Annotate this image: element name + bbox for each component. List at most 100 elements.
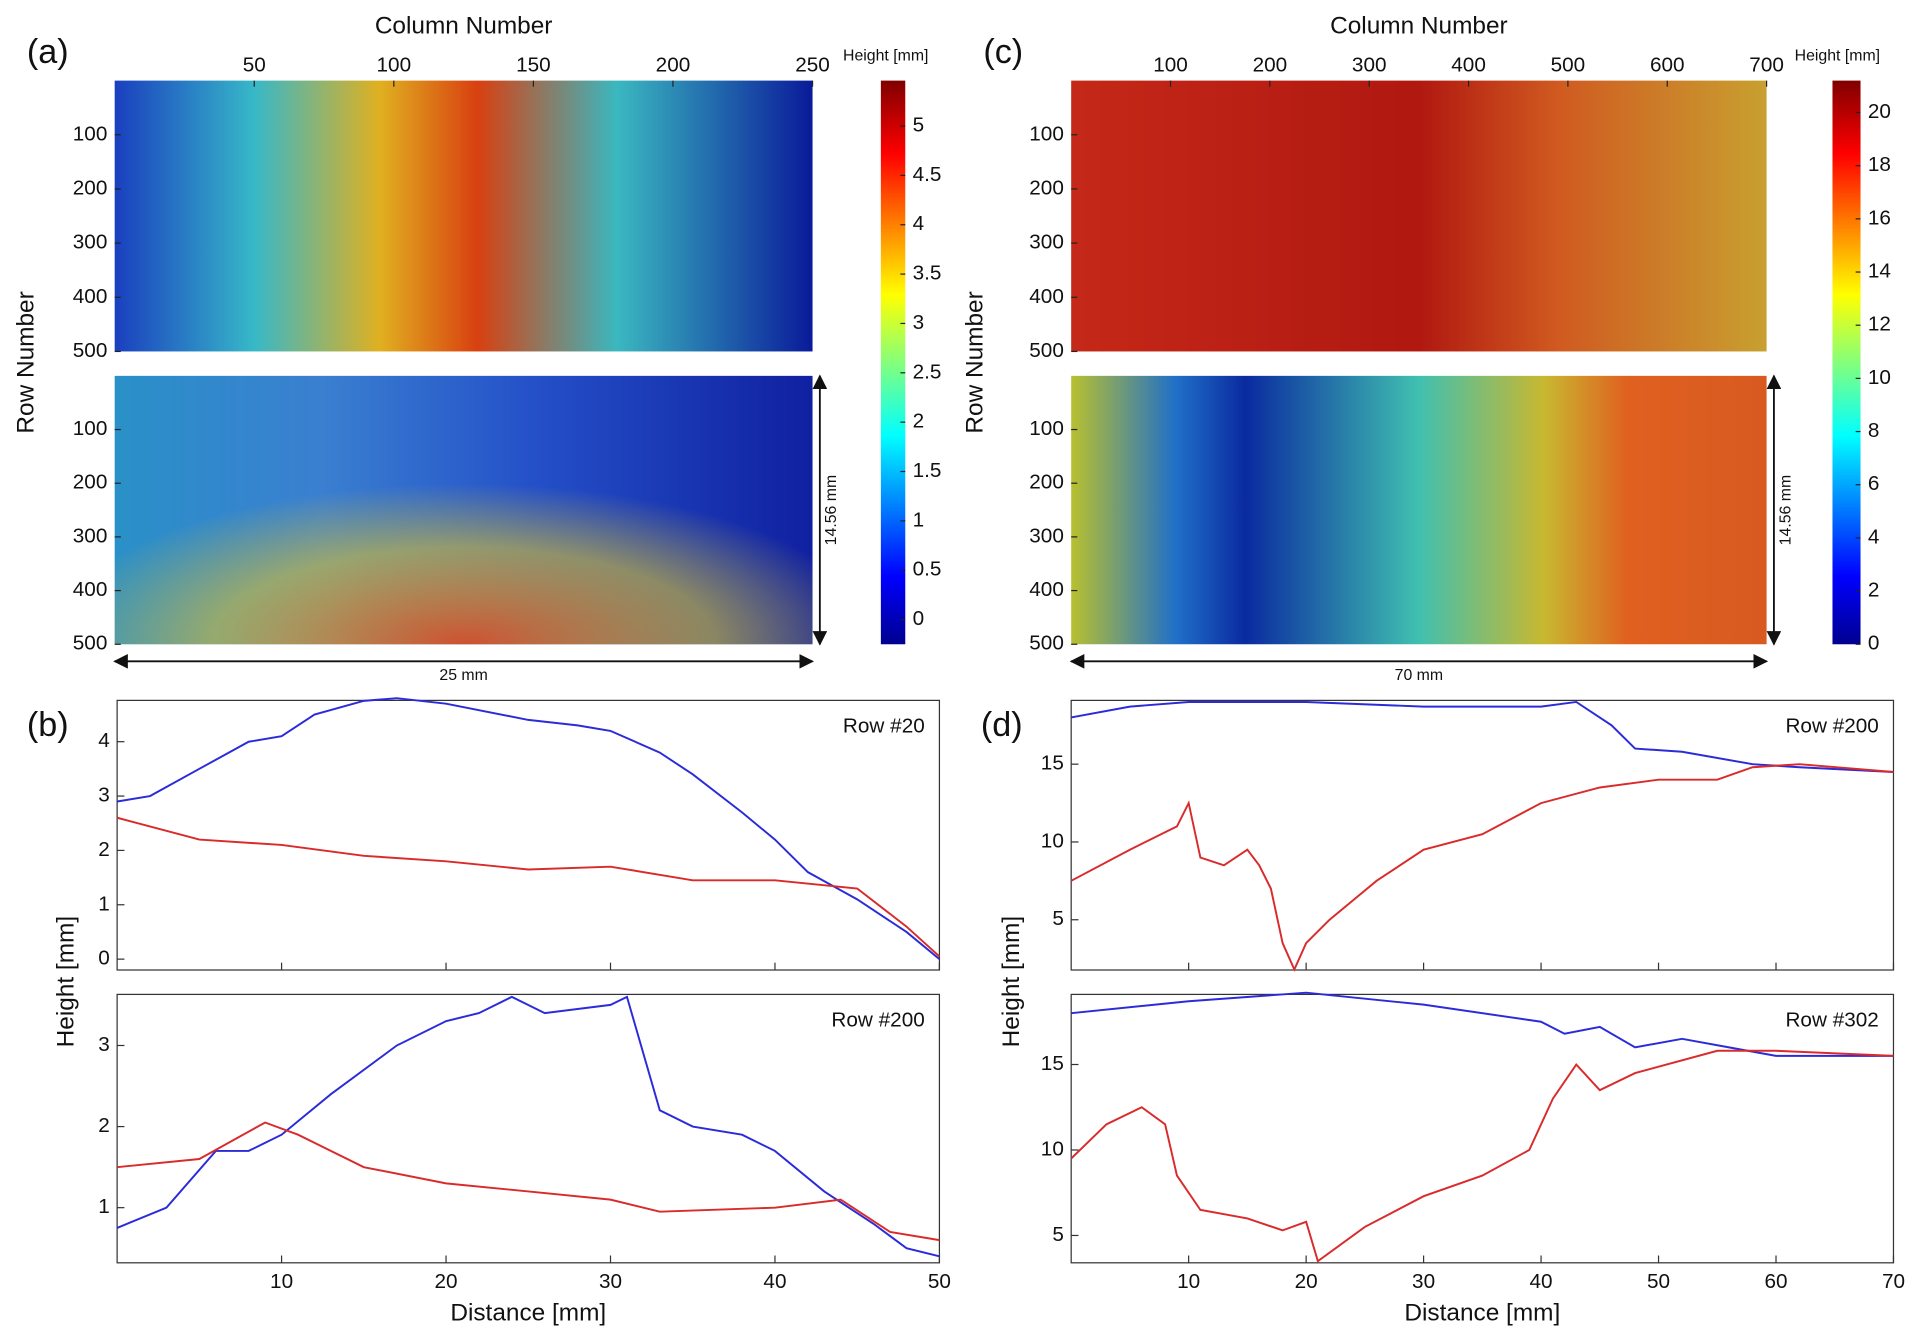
x-tick-label: 50 [928,1270,951,1293]
y-tick-label: 300 [73,524,108,547]
colorbar-tick-label: 2.5 [913,360,942,383]
colorbar-tick-label: 2 [913,410,925,433]
row-annotation: Row #200 [1785,715,1878,738]
x-tick-label: 100 [1153,53,1188,76]
y-tick-label: 200 [73,471,108,494]
y-tick-label: 0 [98,947,110,970]
y-tick-label: 400 [1029,285,1064,308]
x-tick-label: 70 [1882,1270,1905,1293]
y-tick-label: 500 [1029,632,1064,655]
y-tick-label: 300 [1029,524,1064,547]
x-tick-label: 200 [1253,53,1288,76]
x-tick-label: 400 [1451,53,1486,76]
colorbar-tick-label: 1.5 [913,459,942,482]
panel-label: (c) [983,33,1023,71]
x-axis-label: Column Number [375,12,553,39]
x-tick-label: 40 [763,1270,786,1293]
plot-frame [116,993,941,1264]
y-tick-label: 3 [98,784,110,807]
colorbar-tick-label: 0 [1868,632,1880,655]
row-annotation: Row #302 [1785,1009,1878,1032]
colorbar-tick-label: 4.5 [913,163,942,186]
y-tick-label: 100 [73,417,108,440]
colorbar-label: Height [mm] [843,47,928,64]
y-tick-label: 10 [1041,829,1064,852]
colorbar-tick-label: 3.5 [913,262,942,285]
x-tick-label: 300 [1352,53,1387,76]
colorbar [880,80,906,645]
y-axis-label: Height [mm] [53,916,80,1047]
x-tick-label: 150 [516,53,551,76]
y-tick-label: 400 [73,578,108,601]
y-tick-label: 15 [1041,1052,1064,1075]
y-tick-label: 1 [98,1195,110,1218]
colorbar-tick-label: 5 [913,114,925,137]
x-tick-label: 10 [270,1270,293,1293]
y-axis-label: Height [mm] [998,916,1025,1047]
y-tick-label: 400 [1029,578,1064,601]
x-tick-label: 60 [1764,1270,1787,1293]
surface-image [114,375,813,645]
x-tick-label: 500 [1551,53,1586,76]
height-label: 14.56 mm [1777,475,1794,546]
x-tick-label: 100 [377,53,412,76]
y-tick-label: 2 [98,838,110,861]
colorbar-tick-label: 8 [1868,419,1880,442]
y-tick-label: 200 [1029,176,1064,199]
x-axis-label: Column Number [1330,12,1508,39]
x-tick-label: 250 [795,53,830,76]
colorbar-tick-label: 16 [1868,206,1891,229]
row-annotation: Row #20 [843,715,925,738]
profile-line [1070,763,1894,972]
y-tick-label: 4 [98,729,110,752]
colorbar-label: Height [mm] [1795,47,1880,64]
surface-image [1071,80,1767,352]
x-tick-label: 20 [435,1270,458,1293]
y-tick-label: 300 [73,231,108,254]
profile-line [1071,991,1894,1057]
colorbar-tick-label: 0 [913,607,925,630]
colorbar-tick-label: 20 [1868,100,1891,123]
x-tick-label: 200 [656,53,691,76]
y-tick-label: 100 [1029,417,1064,440]
colorbar-tick-label: 3 [913,311,925,334]
colorbar-tick-label: 18 [1868,153,1891,176]
x-tick-label: 40 [1530,1270,1553,1293]
colorbar-tick-label: 0.5 [913,558,942,581]
x-axis-label: Distance [mm] [1404,1300,1560,1327]
colorbar-tick-label: 10 [1868,366,1891,389]
y-tick-label: 5 [1052,1223,1064,1246]
width-label: 70 mm [1395,667,1443,684]
y-tick-label: 100 [1029,122,1064,145]
profile-line [1071,700,1894,773]
y-tick-label: 5 [1052,907,1064,930]
panel-label: (b) [27,706,69,744]
plot-frame [116,699,941,971]
colorbar-tick-label: 14 [1868,260,1891,283]
y-tick-label: 2 [98,1114,110,1137]
colorbar-tick-label: 2 [1868,579,1880,602]
x-tick-label: 30 [599,1270,622,1293]
x-tick-label: 30 [1412,1270,1435,1293]
surface-image [114,80,813,352]
y-tick-label: 200 [1029,471,1064,494]
x-tick-label: 50 [243,53,266,76]
colorbar-tick-label: 1 [913,508,925,531]
height-label: 14.56 mm [823,475,840,546]
y-tick-label: 500 [73,632,108,655]
x-tick-label: 600 [1650,53,1685,76]
y-axis-label: Row Number [12,291,39,433]
profile-line [116,816,941,958]
panel-label: (a) [27,33,69,71]
x-tick-label: 700 [1749,53,1784,76]
profile-line [117,1121,940,1242]
y-tick-label: 3 [98,1033,110,1056]
y-tick-label: 10 [1041,1137,1064,1160]
profile-line [1070,1049,1894,1263]
width-label: 25 mm [439,667,487,684]
x-tick-label: 20 [1295,1270,1318,1293]
y-tick-label: 500 [73,339,108,362]
panel-label: (d) [981,706,1023,744]
